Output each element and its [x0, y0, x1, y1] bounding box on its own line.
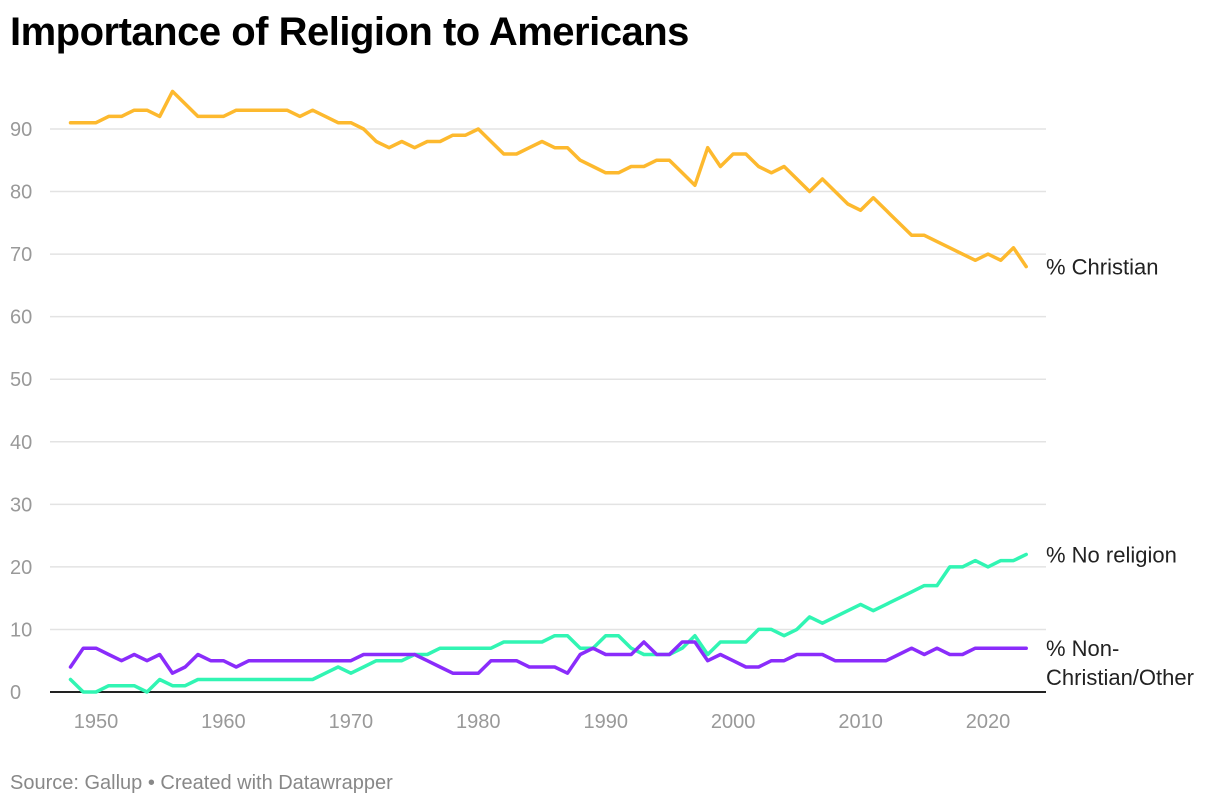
- y-tick-label: 0: [10, 682, 21, 704]
- x-tick-label: 1960: [201, 711, 246, 733]
- series-label: % No religion: [1046, 542, 1177, 567]
- y-tick-label: 20: [10, 557, 32, 579]
- y-tick-label: 70: [10, 244, 32, 266]
- y-tick-label: 60: [10, 307, 32, 329]
- y-tick-label: 40: [10, 432, 32, 454]
- x-tick-label: 1950: [74, 711, 119, 733]
- series-label: % Christian: [1046, 255, 1158, 280]
- x-tick-label: 1980: [456, 711, 501, 733]
- x-tick-label: 1970: [329, 711, 374, 733]
- chart-title: Importance of Religion to Americans: [10, 10, 689, 54]
- x-tick-label: 2000: [711, 711, 756, 733]
- x-tick-label: 2020: [966, 711, 1011, 733]
- x-tick-label: 1990: [583, 711, 628, 733]
- source-note: Source: Gallup • Created with Datawrappe…: [10, 772, 393, 794]
- y-tick-label: 10: [10, 619, 32, 641]
- y-tick-label: 90: [10, 119, 32, 141]
- x-tick-label: 2010: [838, 711, 883, 733]
- series-label: % Non-Christian/Other: [1046, 636, 1194, 690]
- y-tick-label: 50: [10, 369, 32, 391]
- series-line-1: [68, 552, 1028, 694]
- series-line-2: [68, 640, 1028, 675]
- y-tick-label: 80: [10, 182, 32, 204]
- y-tick-label: 30: [10, 494, 32, 516]
- series-line-0: [68, 89, 1028, 269]
